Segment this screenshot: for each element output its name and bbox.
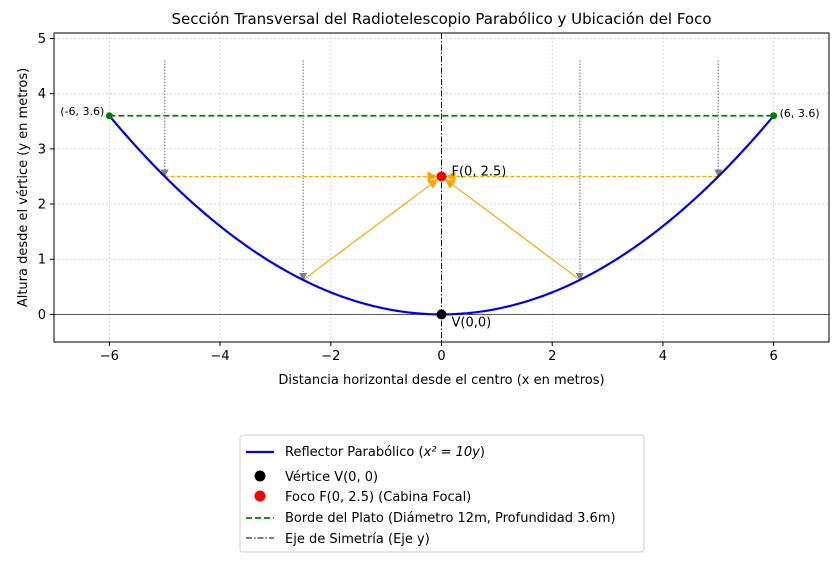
rim-point-0: [105, 112, 113, 120]
annotations: V(0,0) F(0, 2.5) (-6, 3.6) (6, 3.6): [60, 105, 819, 331]
x-tick-label-5: 4: [659, 349, 667, 364]
reflected-ray-2: [444, 178, 581, 281]
vertex-label: V(0,0): [452, 315, 492, 330]
y-tick-label-4: 4: [38, 87, 46, 102]
legend-focus-swatch: [254, 490, 266, 502]
legend-frame: [239, 434, 645, 553]
y-tick-label-3: 3: [38, 142, 46, 157]
legend-parabola-label: Reflector Parabólico (x² = 10y): [285, 445, 485, 460]
rim-label-right: (6, 3.6): [780, 107, 820, 120]
x-tick-label-3: 0: [437, 349, 445, 364]
legend-rim-label: Borde del Plato (Diámetro 12m, Profundid…: [285, 511, 616, 526]
x-tick-label-2: −2: [321, 349, 340, 364]
y-tick-label-2: 2: [38, 198, 46, 213]
rim-point-1: [770, 112, 778, 120]
reflected-ray-1: [302, 178, 439, 281]
plot-area: [54, 33, 829, 342]
legend-parabola-suffix: ): [480, 445, 485, 460]
y-axis-label: Altura desde el vértice (y en metros): [16, 68, 31, 307]
y-tick-label-5: 5: [38, 32, 46, 47]
rim-label-left: (-6, 3.6): [60, 105, 104, 118]
legend-parabola-prefix: Reflector Parabólico (: [285, 445, 424, 460]
y-tick-label-1: 1: [38, 253, 46, 268]
x-tick-label-4: 2: [548, 349, 556, 364]
legend: Reflector Parabólico (x² = 10y) Vértice …: [239, 434, 645, 553]
chart-title: Sección Transversal del Radiotelescopio …: [171, 10, 711, 28]
legend-focus-label: Foco F(0, 2.5) (Cabina Focal): [285, 490, 471, 505]
x-tick-label-1: −4: [210, 349, 229, 364]
x-tick-label-0: −6: [100, 349, 119, 364]
focus-label: F(0, 2.5): [452, 164, 507, 179]
legend-parabola-math: x² = 10y: [423, 445, 481, 460]
x-tick-label-6: 6: [770, 349, 778, 364]
legend-vertex-swatch: [254, 470, 266, 482]
focus-point: [436, 171, 447, 182]
legend-axis-label: Eje de Simetría (Eje y): [285, 532, 430, 547]
y-tick-label-0: 0: [38, 308, 46, 323]
x-axis-label: Distancia horizontal desde el centro (x …: [278, 373, 604, 388]
legend-vertex-label: Vértice V(0, 0): [285, 470, 378, 485]
vertex-point: [436, 309, 447, 320]
ticks: −6 −4 −2 0 2 4 6 0 1 2 3 4 5: [38, 32, 778, 364]
